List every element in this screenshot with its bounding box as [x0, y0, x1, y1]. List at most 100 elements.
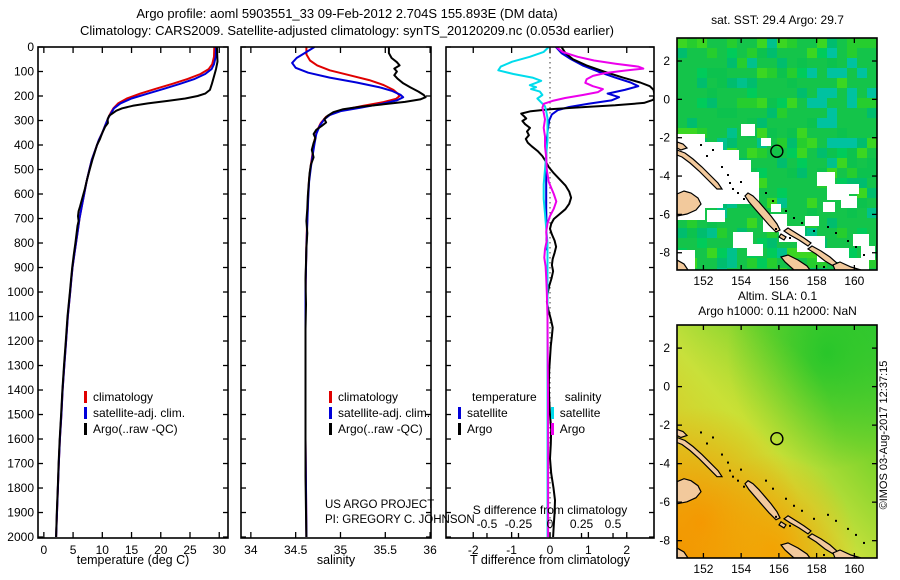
legend-line-swatch: [84, 423, 87, 435]
svg-text:700: 700: [14, 212, 34, 226]
svg-text:2: 2: [663, 54, 670, 68]
islet-dot: [813, 517, 815, 520]
svg-text:1: 1: [585, 543, 592, 557]
land-polygon: [677, 190, 702, 217]
profile-curves: [291, 47, 427, 538]
svg-text:1500: 1500: [7, 408, 34, 422]
islet-dot: [827, 226, 829, 228]
svg-text:1600: 1600: [7, 432, 34, 446]
svg-text:1800: 1800: [7, 481, 34, 495]
series-temperature-satellite: [545, 47, 640, 251]
legend-item: Argo(..raw -QC): [329, 421, 430, 437]
svg-text:-8: -8: [659, 246, 670, 260]
cloud-mask: [707, 210, 725, 222]
svg-text:-0.5: -0.5: [477, 517, 498, 531]
salinity-axis-label: salinity: [316, 553, 356, 567]
project-credit: US ARGO PROJECT: [325, 499, 435, 511]
sst-map: 152 154 156 158 160 2 0 -2 -4 -6 -8: [659, 37, 878, 288]
svg-text:160: 160: [844, 562, 864, 576]
svg-text:800: 800: [14, 236, 34, 250]
land-polygon: [677, 478, 702, 505]
islet-dot: [712, 436, 714, 439]
svg-text:156: 156: [769, 562, 789, 576]
series-temperature-argo: [520, 47, 654, 538]
islet-dot: [835, 232, 837, 234]
svg-text:158: 158: [807, 562, 827, 576]
tdiff-axis-label: T difference from climatology: [469, 553, 631, 567]
svg-text:-6: -6: [659, 495, 670, 509]
legend-label: satellite-adj. clim.: [338, 406, 431, 420]
svg-text:15: 15: [125, 543, 139, 557]
islet-dot: [727, 174, 729, 176]
svg-text:500: 500: [14, 163, 34, 177]
svg-text:25: 25: [183, 543, 197, 557]
islet-dot: [740, 181, 742, 183]
legend-line-swatch: [458, 423, 461, 435]
cloud-mask: [817, 172, 835, 186]
series-satellite-adj-clim-: [55, 47, 217, 538]
legend-label: satellite: [559, 406, 601, 420]
svg-text:158: 158: [807, 274, 827, 288]
land-polygon: [782, 515, 812, 535]
islet-dot: [855, 533, 857, 536]
svg-text:156: 156: [769, 274, 789, 288]
svg-text:1000: 1000: [7, 285, 34, 299]
svg-text:0: 0: [41, 543, 48, 557]
islet-dot: [801, 509, 803, 512]
islet-dot: [823, 553, 825, 556]
land-polygon: [677, 141, 689, 151]
islet-dot: [772, 200, 774, 202]
legend-line-swatch: [550, 423, 554, 435]
legend-item: Argo: [550, 421, 602, 437]
islet-dot: [813, 230, 815, 232]
legend-item: satellite-adj. clim.: [329, 405, 430, 421]
land-polygon: [744, 479, 781, 521]
land-polygon: [778, 520, 787, 529]
legend-line-swatch: [329, 407, 332, 419]
islet-dot: [765, 479, 767, 482]
imos-watermark: ©IMOS 03-Aug-2017 12:37:15: [878, 360, 890, 510]
islet-dot: [706, 442, 708, 445]
islet-dot: [743, 485, 745, 488]
land-polygon: [778, 233, 787, 241]
islet-dot: [706, 155, 708, 157]
svg-text:100: 100: [14, 65, 34, 79]
islet-dot: [847, 240, 849, 242]
land-polygon: [782, 227, 812, 247]
salinity-legend: climatology satellite-adj. clim. Argo(..ra…: [329, 389, 430, 437]
islet-dot: [721, 166, 723, 168]
svg-text:1300: 1300: [7, 359, 34, 373]
profile-curves: [497, 47, 654, 538]
islet-dot: [765, 192, 767, 194]
islet-dot: [793, 504, 795, 507]
cloud-mask: [841, 196, 857, 208]
svg-text:1900: 1900: [7, 506, 34, 520]
svg-text:160: 160: [844, 274, 864, 288]
figure-title-line1: Argo profile: aoml 5903551_33 09-Feb-201…: [136, 6, 558, 21]
svg-text:-4: -4: [659, 457, 670, 471]
svg-text:0.25: 0.25: [570, 517, 594, 531]
islet-dot: [827, 513, 829, 516]
legend-item: satellite: [550, 405, 602, 421]
temperature-axis-label: temperature (deg C): [76, 553, 190, 567]
land-polygon: [677, 428, 689, 439]
cloud-mask: [747, 244, 763, 256]
series-salinity-argo: [541, 47, 645, 537]
islet-dot: [835, 519, 837, 522]
islet-dot: [700, 431, 702, 434]
land-polygon: [779, 254, 811, 270]
svg-text:-2: -2: [659, 131, 670, 145]
land-polygon: [677, 436, 724, 478]
legend-label: Argo(..raw -QC): [93, 422, 178, 436]
svg-text:200: 200: [14, 89, 34, 103]
islet-dot: [700, 144, 702, 146]
series-argo-raw-qc-: [304, 47, 427, 538]
legend-item: climatology: [329, 389, 430, 405]
land-polygon: [677, 149, 724, 190]
argo-float-marker: [770, 144, 784, 158]
islet-dot: [785, 497, 787, 500]
islet-dot: [801, 222, 803, 224]
legend-label: satellite: [467, 406, 508, 420]
